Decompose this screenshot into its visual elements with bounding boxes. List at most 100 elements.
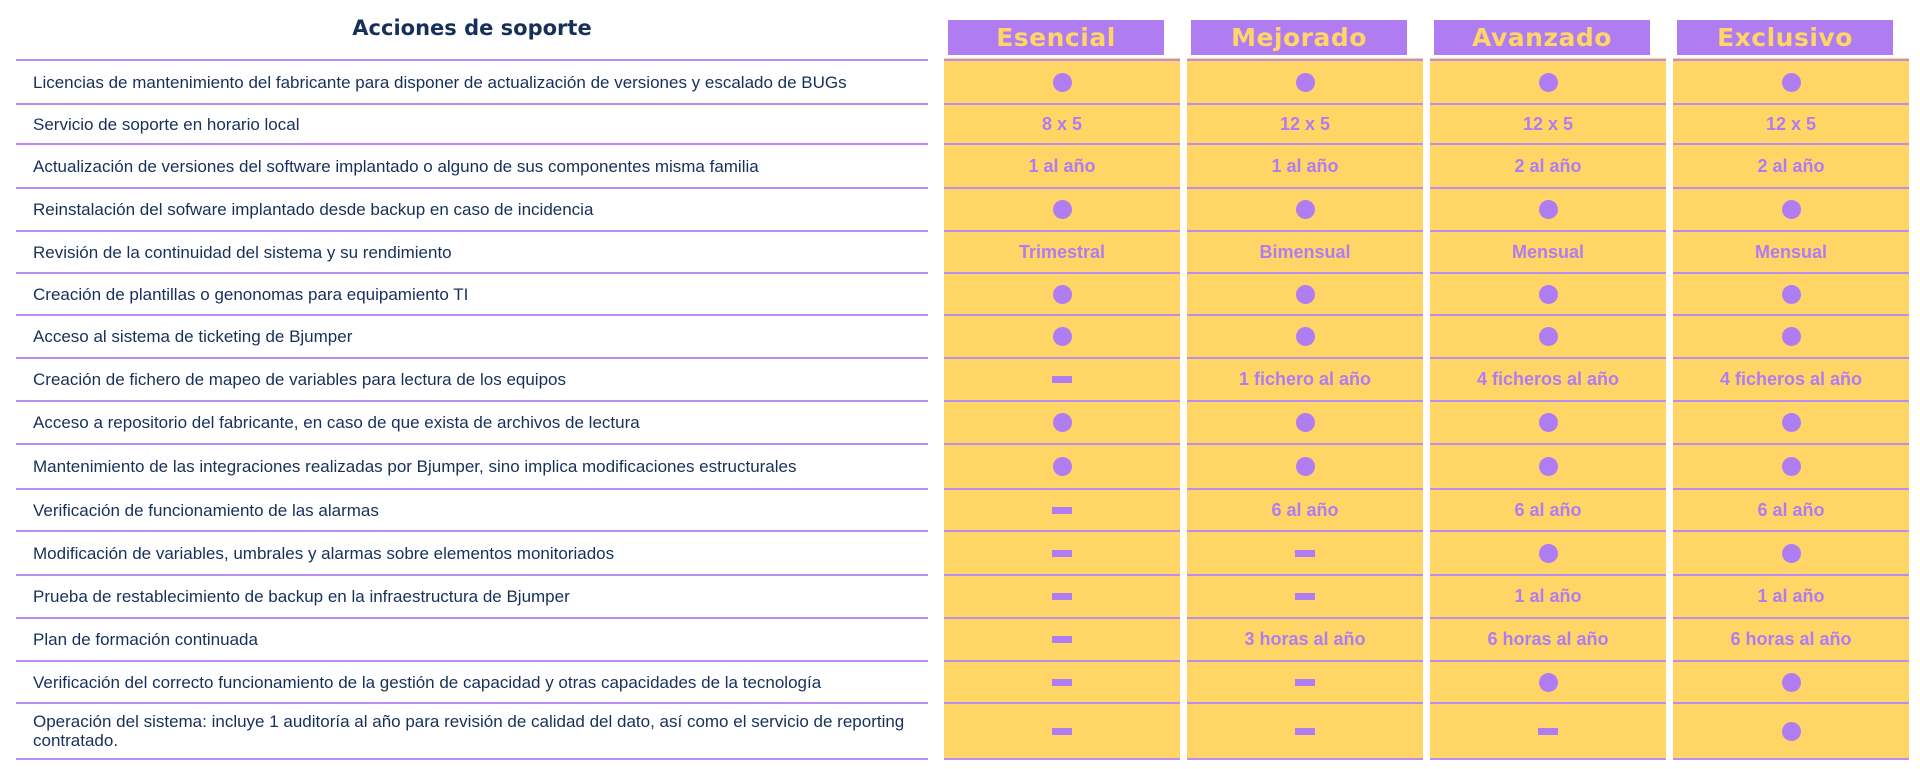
table-cell: [1430, 188, 1666, 231]
cell-divider: [1430, 357, 1666, 359]
table-cell: [944, 575, 1180, 618]
included-dot-icon: [1295, 327, 1315, 346]
cell-divider: [944, 660, 1180, 662]
row-divider: [16, 103, 928, 105]
table-cell: [944, 358, 1180, 401]
table-cell: [1187, 444, 1423, 489]
row-label: Acceso al sistema de ticketing de Bjumpe…: [33, 327, 353, 346]
row-divider: [16, 357, 928, 359]
included-dot-icon: [1538, 543, 1558, 563]
not-included-dash-icon: [1052, 549, 1072, 557]
row-label: Plan de formación continuada: [33, 630, 258, 649]
cell-divider: [1673, 702, 1909, 704]
cell-divider: [944, 272, 1180, 274]
cell-divider: [1673, 230, 1909, 232]
table-cell-value: 1 al año: [1028, 155, 1096, 176]
included-dot-icon: [1538, 200, 1558, 219]
included-dot-icon: [1295, 200, 1315, 219]
cell-divider: [1430, 758, 1666, 760]
cell-divider: [1430, 143, 1666, 145]
row-label: Revisión de la continuidad del sistema y…: [33, 242, 452, 262]
cell-divider: [1430, 272, 1666, 274]
table-cell: [1430, 273, 1666, 315]
cell-divider: [1430, 488, 1666, 490]
included-dot-icon: [1781, 327, 1801, 346]
plan-header: Mejorado: [1191, 20, 1407, 55]
cell-divider: [1430, 530, 1666, 532]
not-included-dash-icon: [1295, 678, 1315, 686]
included-dot-icon: [1538, 413, 1558, 432]
table-cell-value: 1 al año: [1514, 586, 1582, 606]
cell-divider: [944, 530, 1180, 532]
cell-divider: [944, 187, 1180, 189]
cell-divider: [1673, 660, 1909, 662]
cell-divider: [1673, 617, 1909, 619]
table-cell: [1187, 401, 1423, 444]
row-label: Verificación de funcionamiento de las al…: [33, 500, 379, 520]
cell-divider: [1673, 272, 1909, 274]
table-cell: [944, 531, 1180, 575]
cell-divider: [1187, 758, 1423, 760]
table-cell: [1673, 273, 1909, 315]
cell-divider: [1187, 103, 1423, 105]
cell-divider: [944, 488, 1180, 490]
cell-divider: [1430, 443, 1666, 445]
table-cell: [944, 703, 1180, 759]
cell-divider: [944, 702, 1180, 704]
table-cell: [1430, 703, 1666, 759]
cell-divider: [1187, 143, 1423, 145]
plan-column-1: [944, 58, 1180, 760]
included-dot-icon: [1538, 672, 1558, 692]
cell-divider: [1430, 702, 1666, 704]
table-cell: [1187, 60, 1423, 104]
cell-divider: [1187, 488, 1423, 490]
included-dot-icon: [1052, 284, 1072, 304]
table-cell-value: 6 horas al año: [1487, 629, 1609, 649]
not-included-dash-icon: [1295, 727, 1315, 735]
cell-divider: [1187, 59, 1423, 61]
included-dot-icon: [1538, 72, 1558, 92]
table-cell: [944, 618, 1180, 661]
row-divider: [16, 660, 928, 662]
cell-divider: [1187, 400, 1423, 402]
row-divider: [16, 443, 928, 445]
row-divider: [16, 617, 928, 619]
plan-column-3: [1430, 58, 1666, 760]
row-divider: [16, 230, 928, 232]
table-cell: [944, 401, 1180, 444]
cell-divider: [1187, 660, 1423, 662]
row-divider: [16, 59, 928, 61]
table-cell-value: 6 al año: [1757, 499, 1825, 520]
not-included-dash-icon: [1052, 593, 1072, 600]
included-dot-icon: [1781, 72, 1801, 92]
table-cell: [944, 315, 1180, 358]
row-label: Verificación del correcto funcionamiento…: [33, 672, 822, 692]
included-dot-icon: [1295, 284, 1315, 304]
cell-divider: [944, 357, 1180, 359]
table-cell: [1430, 661, 1666, 703]
table-cell: [944, 188, 1180, 231]
table-cell-value: Trimestral: [1018, 241, 1106, 262]
row-divider: [16, 574, 928, 576]
cell-divider: [1187, 187, 1423, 189]
cell-divider: [1187, 574, 1423, 576]
cell-divider: [1673, 143, 1909, 145]
table-cell: [1430, 315, 1666, 358]
included-dot-icon: [1781, 284, 1801, 304]
table-cell-value: Mensual: [1511, 241, 1585, 262]
table-cell-value: 6 al año: [1514, 499, 1582, 520]
cell-divider: [1673, 574, 1909, 576]
row-divider: [16, 143, 928, 145]
table-cell: [1673, 60, 1909, 104]
row-label: Creación de plantillas o genonomas para …: [33, 284, 469, 304]
cell-divider: [1673, 314, 1909, 316]
table-cell: [1673, 703, 1909, 759]
included-dot-icon: [1781, 672, 1801, 692]
table-cell: [1673, 188, 1909, 231]
row-label: Licencias de mantenimiento del fabricant…: [33, 72, 847, 92]
cell-divider: [1187, 357, 1423, 359]
included-dot-icon: [1052, 72, 1072, 92]
cell-divider: [1673, 103, 1909, 105]
cell-divider: [1187, 702, 1423, 704]
not-included-dash-icon: [1538, 727, 1558, 735]
